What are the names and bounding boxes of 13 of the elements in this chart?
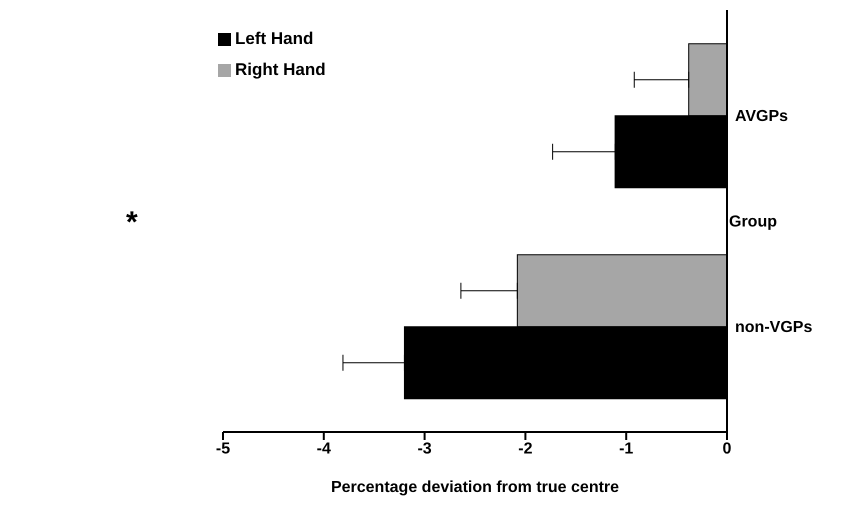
x-tick-label: -2 xyxy=(518,440,533,458)
x-axis-title: Percentage deviation from true centre xyxy=(330,479,620,496)
y-tick-label: AVGPs xyxy=(735,108,788,126)
x-tick-label: 0 xyxy=(722,440,732,458)
legend-label: Right Hand xyxy=(235,60,326,79)
text: * xyxy=(126,206,138,240)
x-tick-label: -4 xyxy=(316,440,332,458)
y-axis-title: Group xyxy=(729,214,778,231)
x-tick-label: -5 xyxy=(216,440,230,458)
x-tick-label: -1 xyxy=(619,440,634,458)
y-tick-label: non-VGPs xyxy=(735,319,812,336)
legend-label: Left Hand xyxy=(235,29,314,48)
x-tick-label: -3 xyxy=(417,440,432,458)
